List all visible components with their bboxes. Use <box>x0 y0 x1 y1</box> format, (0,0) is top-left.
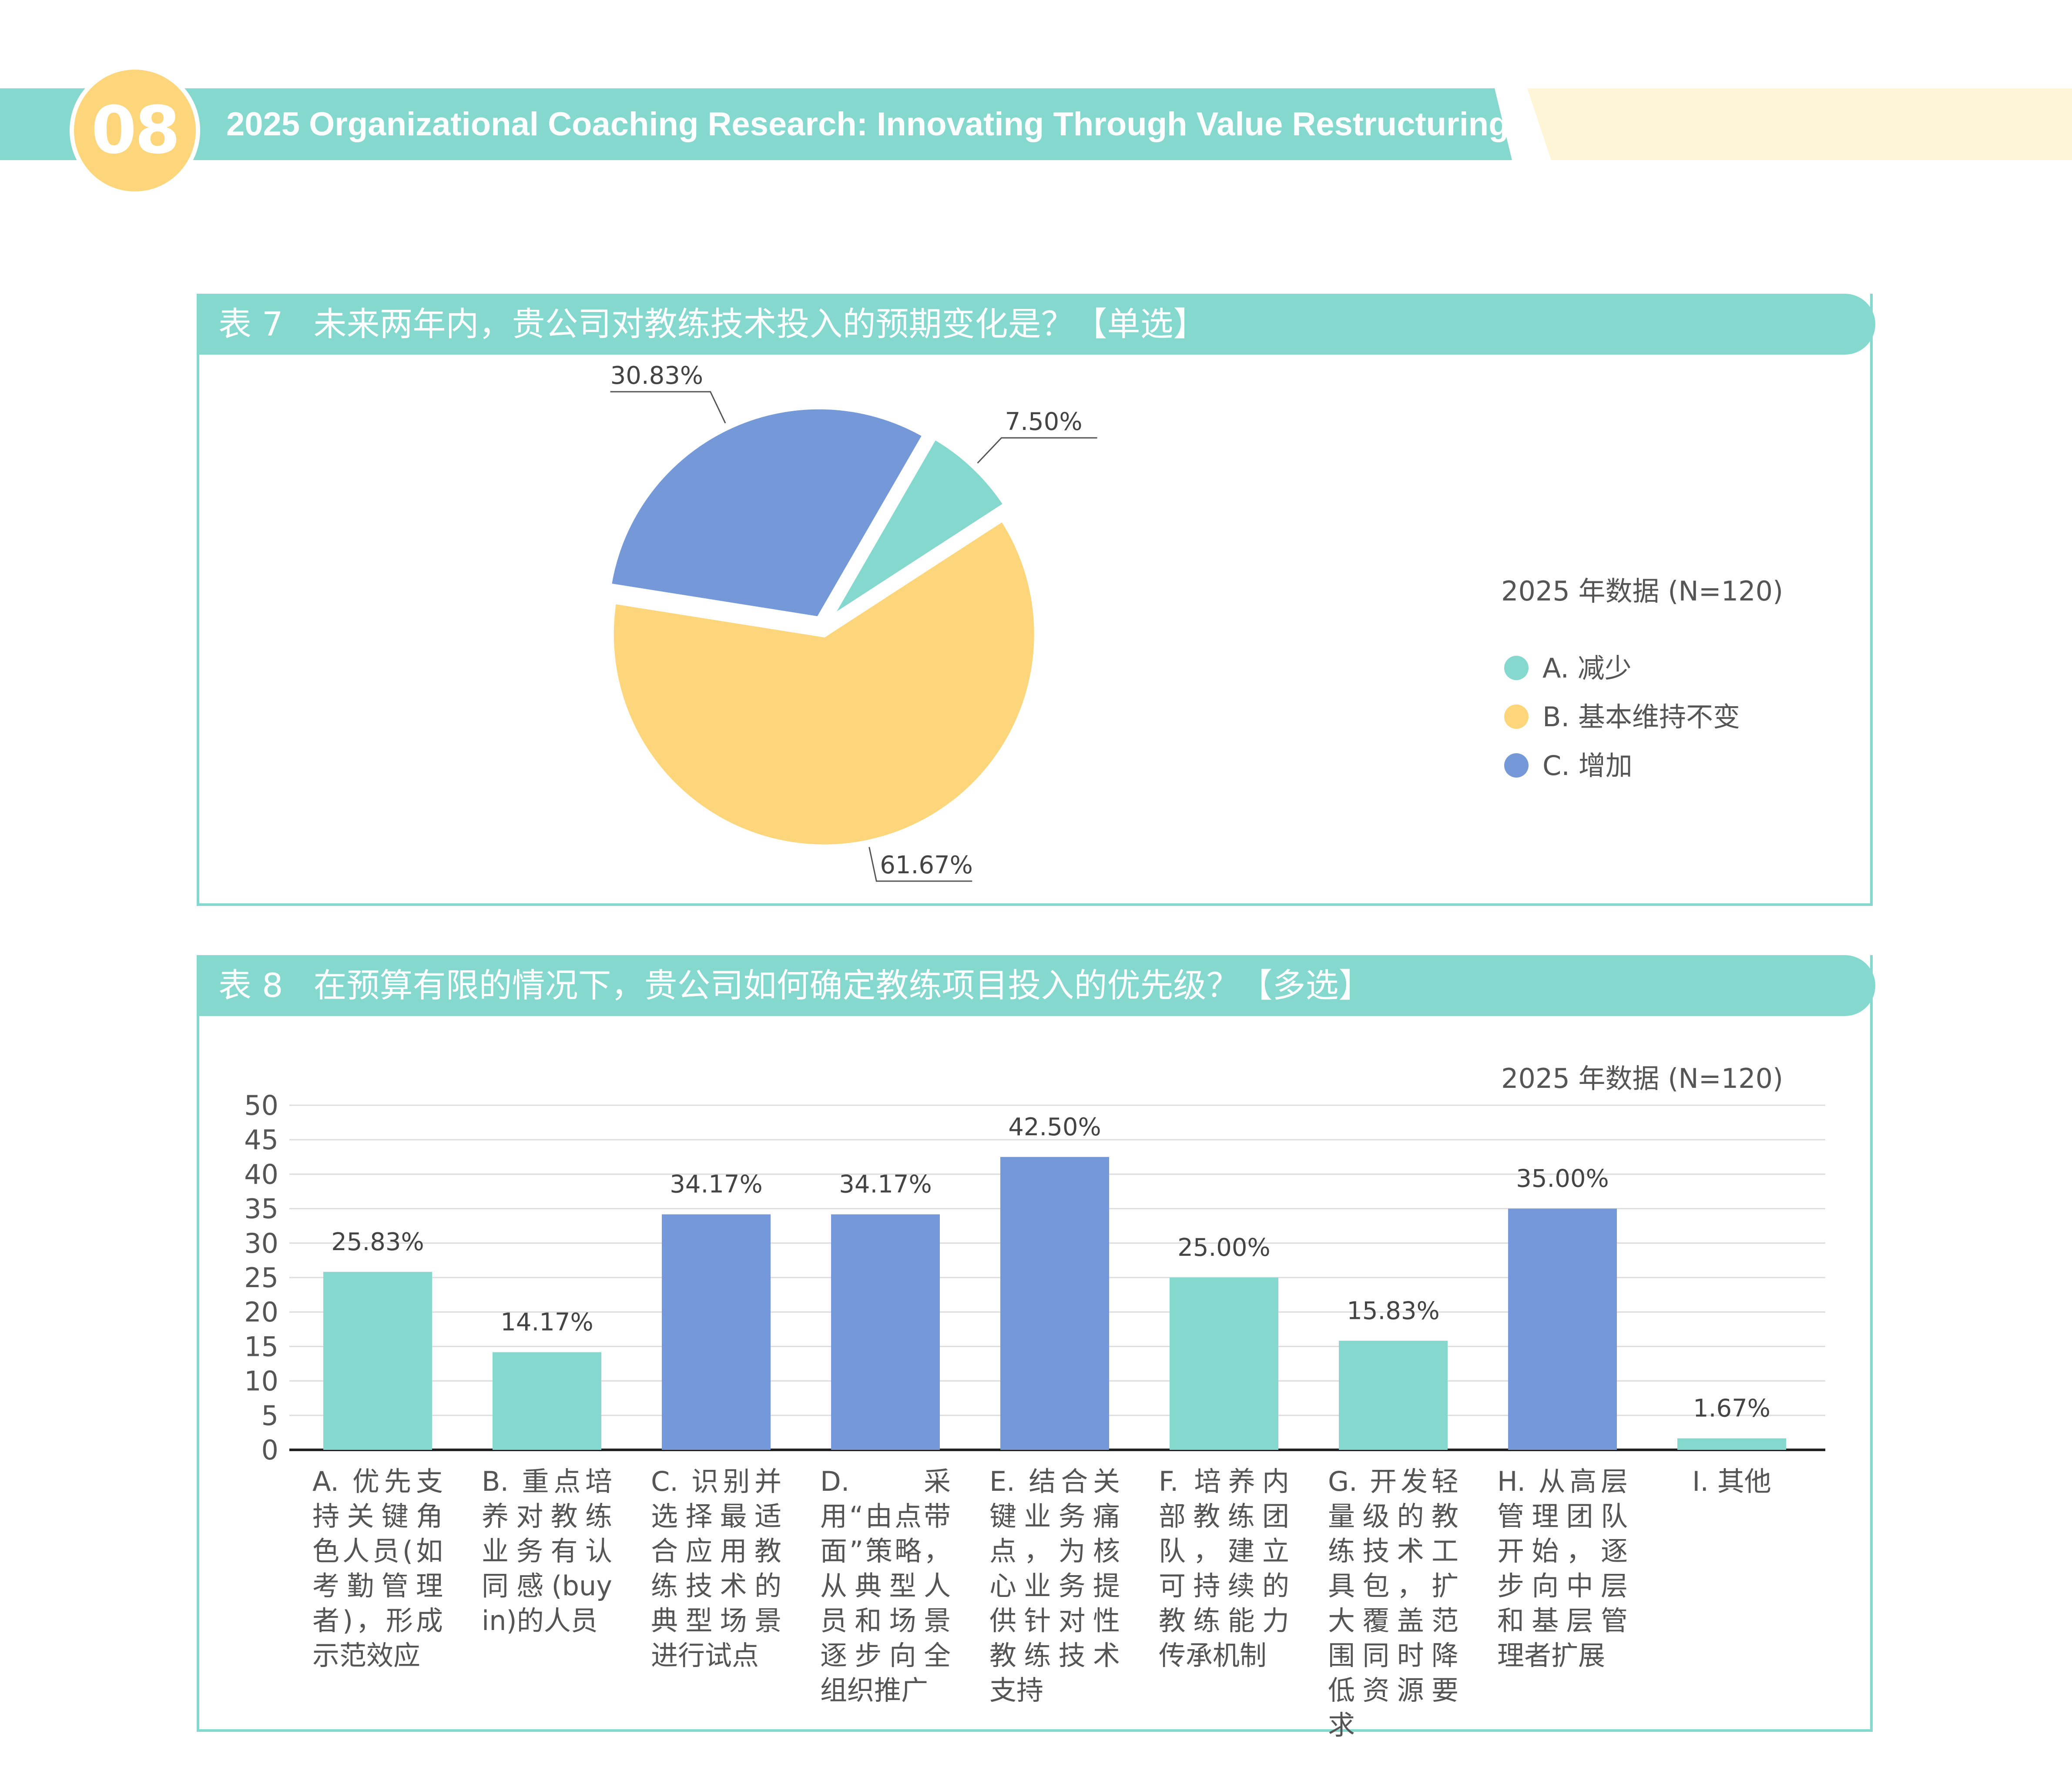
bar-b <box>493 1352 601 1450</box>
section-badge: 08 <box>74 70 196 191</box>
header-band <box>0 88 1512 160</box>
table8-number: 表 8 <box>218 966 283 1005</box>
y-tick-label: 40 <box>244 1158 278 1190</box>
bar-value-label-d: 34.17% <box>839 1171 932 1199</box>
x-label-h: H. 从高层管理团队开始，逐步向中层和基层管理者扩展 <box>1497 1466 1628 1671</box>
table7-title-bar: 表 7 未来两年内，贵公司对教练技术投入的预期变化是？【单选】 <box>197 294 1875 355</box>
pie-leader-a <box>977 437 1097 464</box>
bar-value-label-f: 25.00% <box>1177 1234 1271 1262</box>
legend-label-c: C. 增加 <box>1542 750 1633 781</box>
header-decor <box>1527 88 2072 160</box>
legend-swatch-c <box>1504 753 1529 778</box>
pie-value-label-a: 7.50% <box>1005 408 1083 436</box>
legend-swatch-b <box>1504 704 1529 729</box>
y-tick-label: 0 <box>262 1434 278 1466</box>
bar-value-label-a: 25.83% <box>331 1228 424 1256</box>
pie-slice-c <box>605 403 930 623</box>
bar-value-label-e: 42.50% <box>1008 1113 1101 1141</box>
pie-value-label-b: 61.67% <box>880 851 973 879</box>
table7-panel <box>197 294 1873 906</box>
pie-slice-a <box>825 432 1011 624</box>
pie-legend-title: 2025 年数据 (N=120) <box>1501 575 1783 607</box>
y-tick-label: 10 <box>244 1365 278 1397</box>
bar-f <box>1170 1278 1278 1450</box>
y-tick-label: 35 <box>244 1193 278 1225</box>
table7-number: 表 7 <box>218 305 283 343</box>
table8-title-bar: 表 8 在预算有限的情况下，贵公司如何确定教练项目投入的优先级？【多选】 <box>197 955 1875 1016</box>
bar-c <box>662 1214 771 1450</box>
pie-leader-b <box>868 847 972 882</box>
page-title: 2025 Organizational Coaching Research: I… <box>226 106 1509 143</box>
x-label-e: E. 结合关键业务痛点，为核心业务提供针对性教练技术支持 <box>989 1466 1120 1706</box>
y-tick-label: 45 <box>244 1124 278 1156</box>
bar-value-label-c: 34.17% <box>670 1171 763 1199</box>
pie-slice-b <box>607 514 1040 851</box>
y-tick-label: 15 <box>244 1331 278 1362</box>
y-tick-label: 30 <box>244 1228 278 1259</box>
bar-g <box>1339 1341 1448 1450</box>
legend-label-b: B. 基本维持不变 <box>1542 701 1740 733</box>
x-label-b: B. 重点培养对教练业务有认同感(buy in)的人员 <box>482 1466 612 1637</box>
bar-e <box>1000 1157 1109 1450</box>
x-label-d: D. 采用“由点带面”策略，从典型人员和场景逐步向全组织推广 <box>820 1466 951 1706</box>
y-tick-label: 25 <box>244 1262 278 1294</box>
legend-swatch-a <box>1504 656 1529 680</box>
pie-chart: 7.50% 61.67% 30.83% 2025 年数据 (N=120) A. 减少… <box>605 362 1784 882</box>
bar-h <box>1508 1208 1617 1450</box>
bar-value-label-i: 1.67% <box>1693 1395 1770 1423</box>
pie-leader-c <box>610 391 726 424</box>
section-number: 08 <box>91 93 181 168</box>
x-label-c: C. 识别并选择最适合应用教练技术的典型场景进行试点 <box>651 1466 781 1671</box>
bar-value-label-h: 35.00% <box>1516 1165 1609 1193</box>
bar-value-label-b: 14.17% <box>500 1308 593 1337</box>
bar-legend-title: 2025 年数据 (N=120) <box>1501 1063 1783 1094</box>
y-tick-label: 50 <box>244 1090 278 1121</box>
x-label-f: F. 培养内部教练团队，建立可持续的教练能力传承机制 <box>1159 1466 1289 1671</box>
y-tick-label: 20 <box>244 1296 278 1328</box>
x-label-a: A. 优先支持关键角色人员(如考勤管理者)，形成示范效应 <box>312 1466 443 1671</box>
bar-i <box>1677 1438 1786 1450</box>
table7-question: 未来两年内，贵公司对教练技术投入的预期变化是？【单选】 <box>313 305 1207 343</box>
table8-panel <box>197 955 1873 1732</box>
x-label-i: I. 其他 <box>1692 1466 1771 1497</box>
pie-value-label-c: 30.83% <box>610 362 704 390</box>
y-tick-label: 5 <box>262 1400 278 1432</box>
bar-d <box>831 1214 940 1450</box>
x-label-g: G. 开发轻量级的教练技术工具包，扩大覆盖范围同时降低资源要求 <box>1328 1466 1458 1741</box>
legend-label-a: A. 减少 <box>1542 652 1632 684</box>
bar-value-label-g: 15.83% <box>1347 1297 1440 1325</box>
table8-question: 在预算有限的情况下，贵公司如何确定教练项目投入的优先级？【多选】 <box>313 966 1372 1005</box>
bar-a <box>323 1271 432 1450</box>
